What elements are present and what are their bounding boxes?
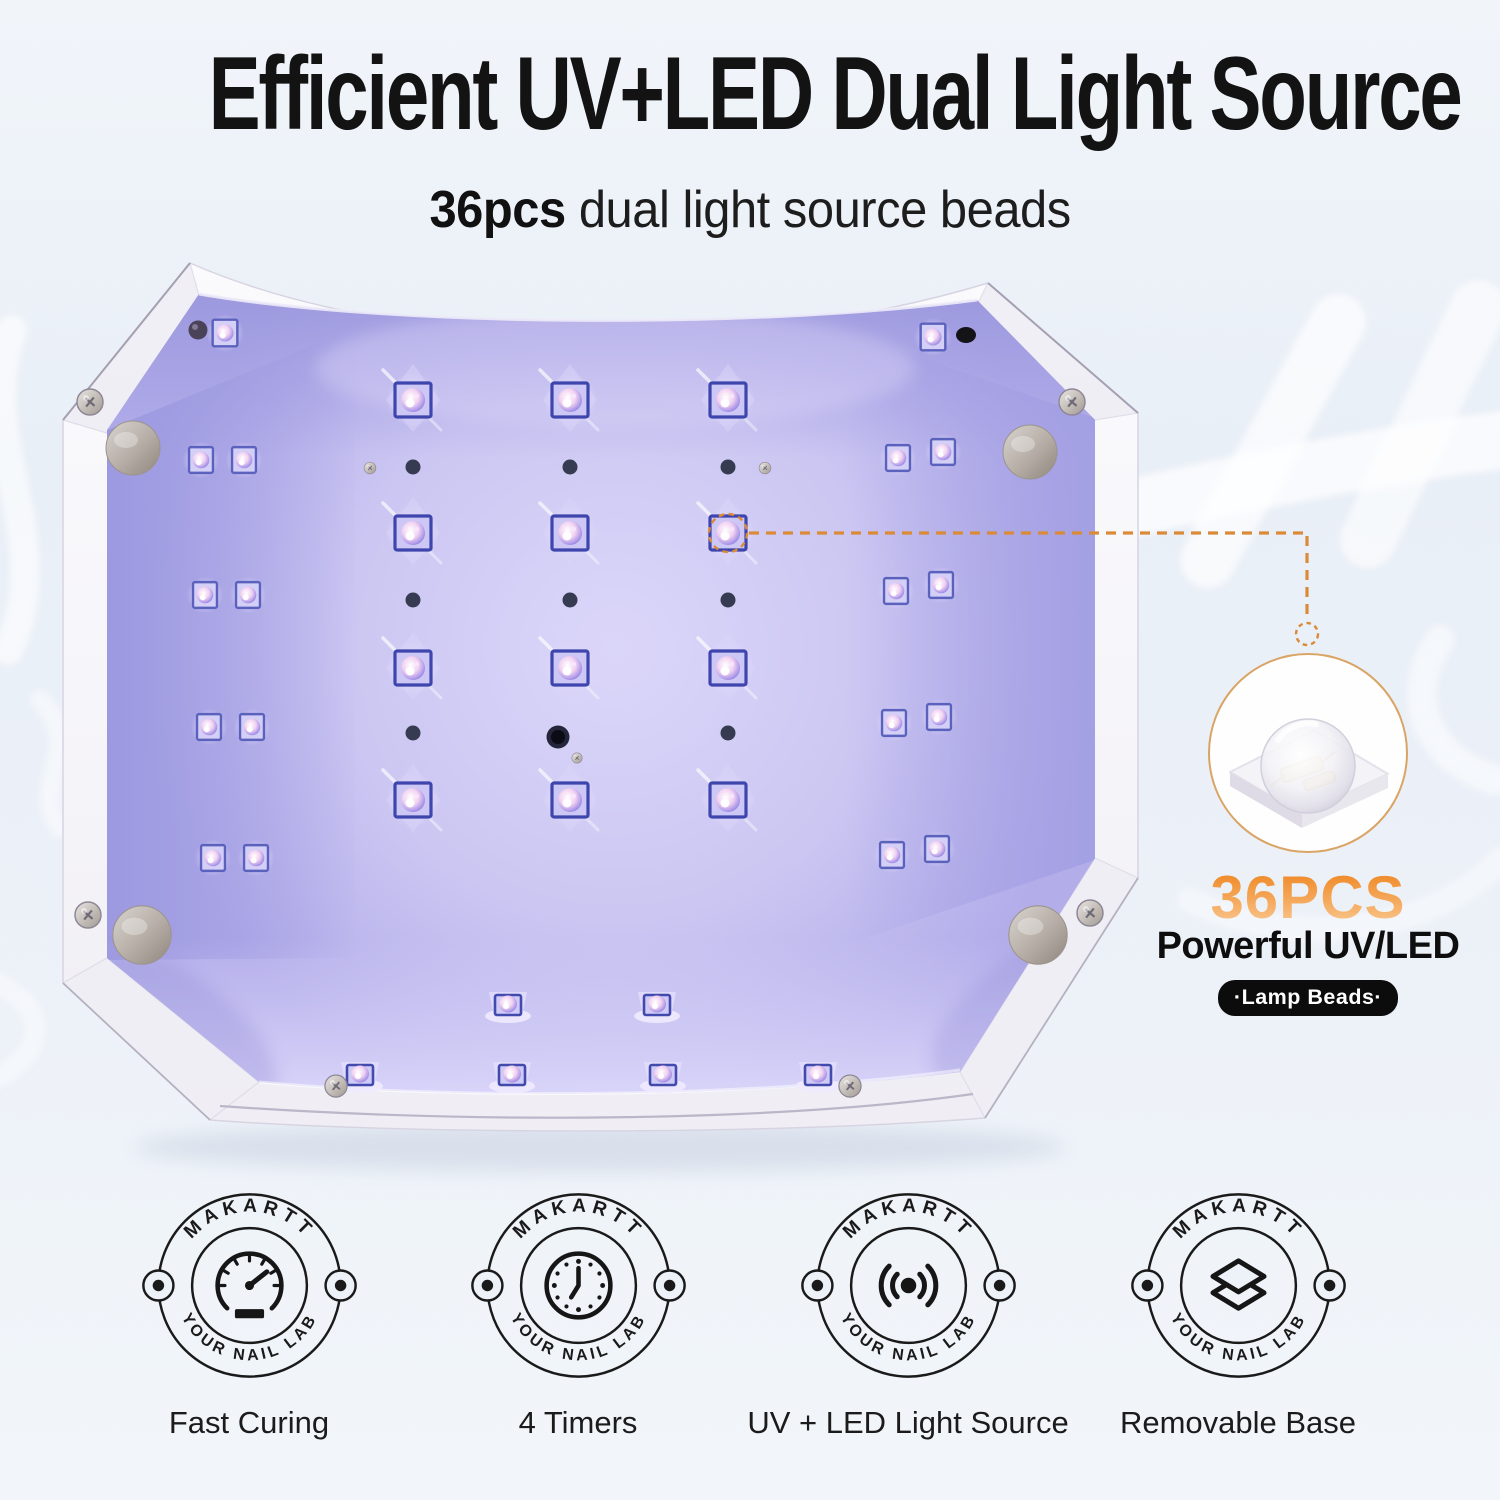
dashed-connector: [707, 512, 1320, 647]
badge-brand-top: MAKARTT: [1169, 1195, 1302, 1243]
makartt-stamp-badge: MAKARTT YOUR NAIL LAB: [800, 1193, 1016, 1378]
makartt-stamp-badge: MAKARTT YOUR NAIL LAB: [470, 1193, 686, 1378]
feature-fast-curing: MAKARTT YOUR NAIL LAB Fast Curing: [79, 1178, 419, 1441]
nail-lamp-interior-photo: [61, 261, 1140, 1132]
page-title-text: Efficient UV+LED Dual Light Source: [208, 36, 1463, 152]
subtitle-count: 36pcs: [429, 181, 566, 239]
back-wall-sensor-dots: [363, 459, 772, 764]
brush-stroke-decor: [0, 280, 1500, 1088]
svg-text:MAKARTT: MAKARTT: [180, 1195, 319, 1243]
sensor-dot: [956, 327, 976, 343]
speedometer-icon: [214, 1251, 284, 1319]
layers-icon: [1209, 1258, 1267, 1311]
badge-brand-top: MAKARTT: [180, 1195, 313, 1243]
lamp-drop-shadow: [135, 1122, 1065, 1172]
badge-brand-top: MAKARTT: [839, 1195, 972, 1243]
svg-text:YOUR NAIL LAB: YOUR NAIL LAB: [836, 1310, 979, 1364]
right-wall-led-beads: [872, 316, 976, 875]
badge-brand-bottom: YOUR NAIL LAB: [177, 1310, 317, 1364]
svg-text:YOUR NAIL LAB: YOUR NAIL LAB: [1166, 1310, 1309, 1364]
clock-icon: [543, 1251, 613, 1320]
callout-name: Powerful UV/LED: [1156, 925, 1460, 967]
badge-brand-bottom: YOUR NAIL LAB: [836, 1310, 976, 1364]
page-title: Efficient UV+LED Dual Light Source: [0, 36, 1500, 152]
feature-label: Removable Base: [1119, 1405, 1357, 1440]
badge-brand-top: MAKARTT: [509, 1195, 642, 1243]
badge-brand-bottom: YOUR NAIL LAB: [1166, 1310, 1306, 1364]
svg-text:MAKARTT: MAKARTT: [1169, 1195, 1308, 1243]
svg-text:MAKARTT: MAKARTT: [839, 1195, 978, 1243]
callout-pill-wrap: ·Lamp Beads·: [1158, 980, 1458, 1016]
feature-label: 4 Timers: [518, 1405, 638, 1440]
feature-removable-base: MAKARTT YOUR NAIL LAB Removable Base: [1068, 1178, 1408, 1441]
svg-text:MAKARTT: MAKARTT: [509, 1195, 648, 1243]
makartt-stamp-badge: MAKARTT YOUR NAIL LAB: [141, 1193, 357, 1378]
page-subtitle: 36pcs dual light source beads: [0, 180, 1500, 240]
feature-uv-led-light-source: MAKARTT YOUR NAIL LAB UV + LED Light Sou…: [738, 1178, 1078, 1441]
signal-icon: [878, 1263, 938, 1308]
subtitle-rest: dual light source beads: [565, 181, 1071, 239]
feature-4-timers: MAKARTT YOUR NAIL LAB 4 Timers: [408, 1178, 748, 1441]
makartt-stamp-badge: MAKARTT YOUR NAIL LAB: [1130, 1193, 1346, 1378]
left-wall-led-beads: [181, 312, 276, 878]
feature-label: Fast Curing: [168, 1405, 330, 1440]
callout-count: 36PCS: [1158, 863, 1458, 932]
svg-text:YOUR NAIL LAB: YOUR NAIL LAB: [177, 1310, 320, 1364]
led-bead-closeup: [1229, 718, 1389, 828]
lamp-beads-badge: ·Lamp Beads·: [1217, 980, 1399, 1016]
feature-label: UV + LED Light Source: [747, 1405, 1069, 1440]
